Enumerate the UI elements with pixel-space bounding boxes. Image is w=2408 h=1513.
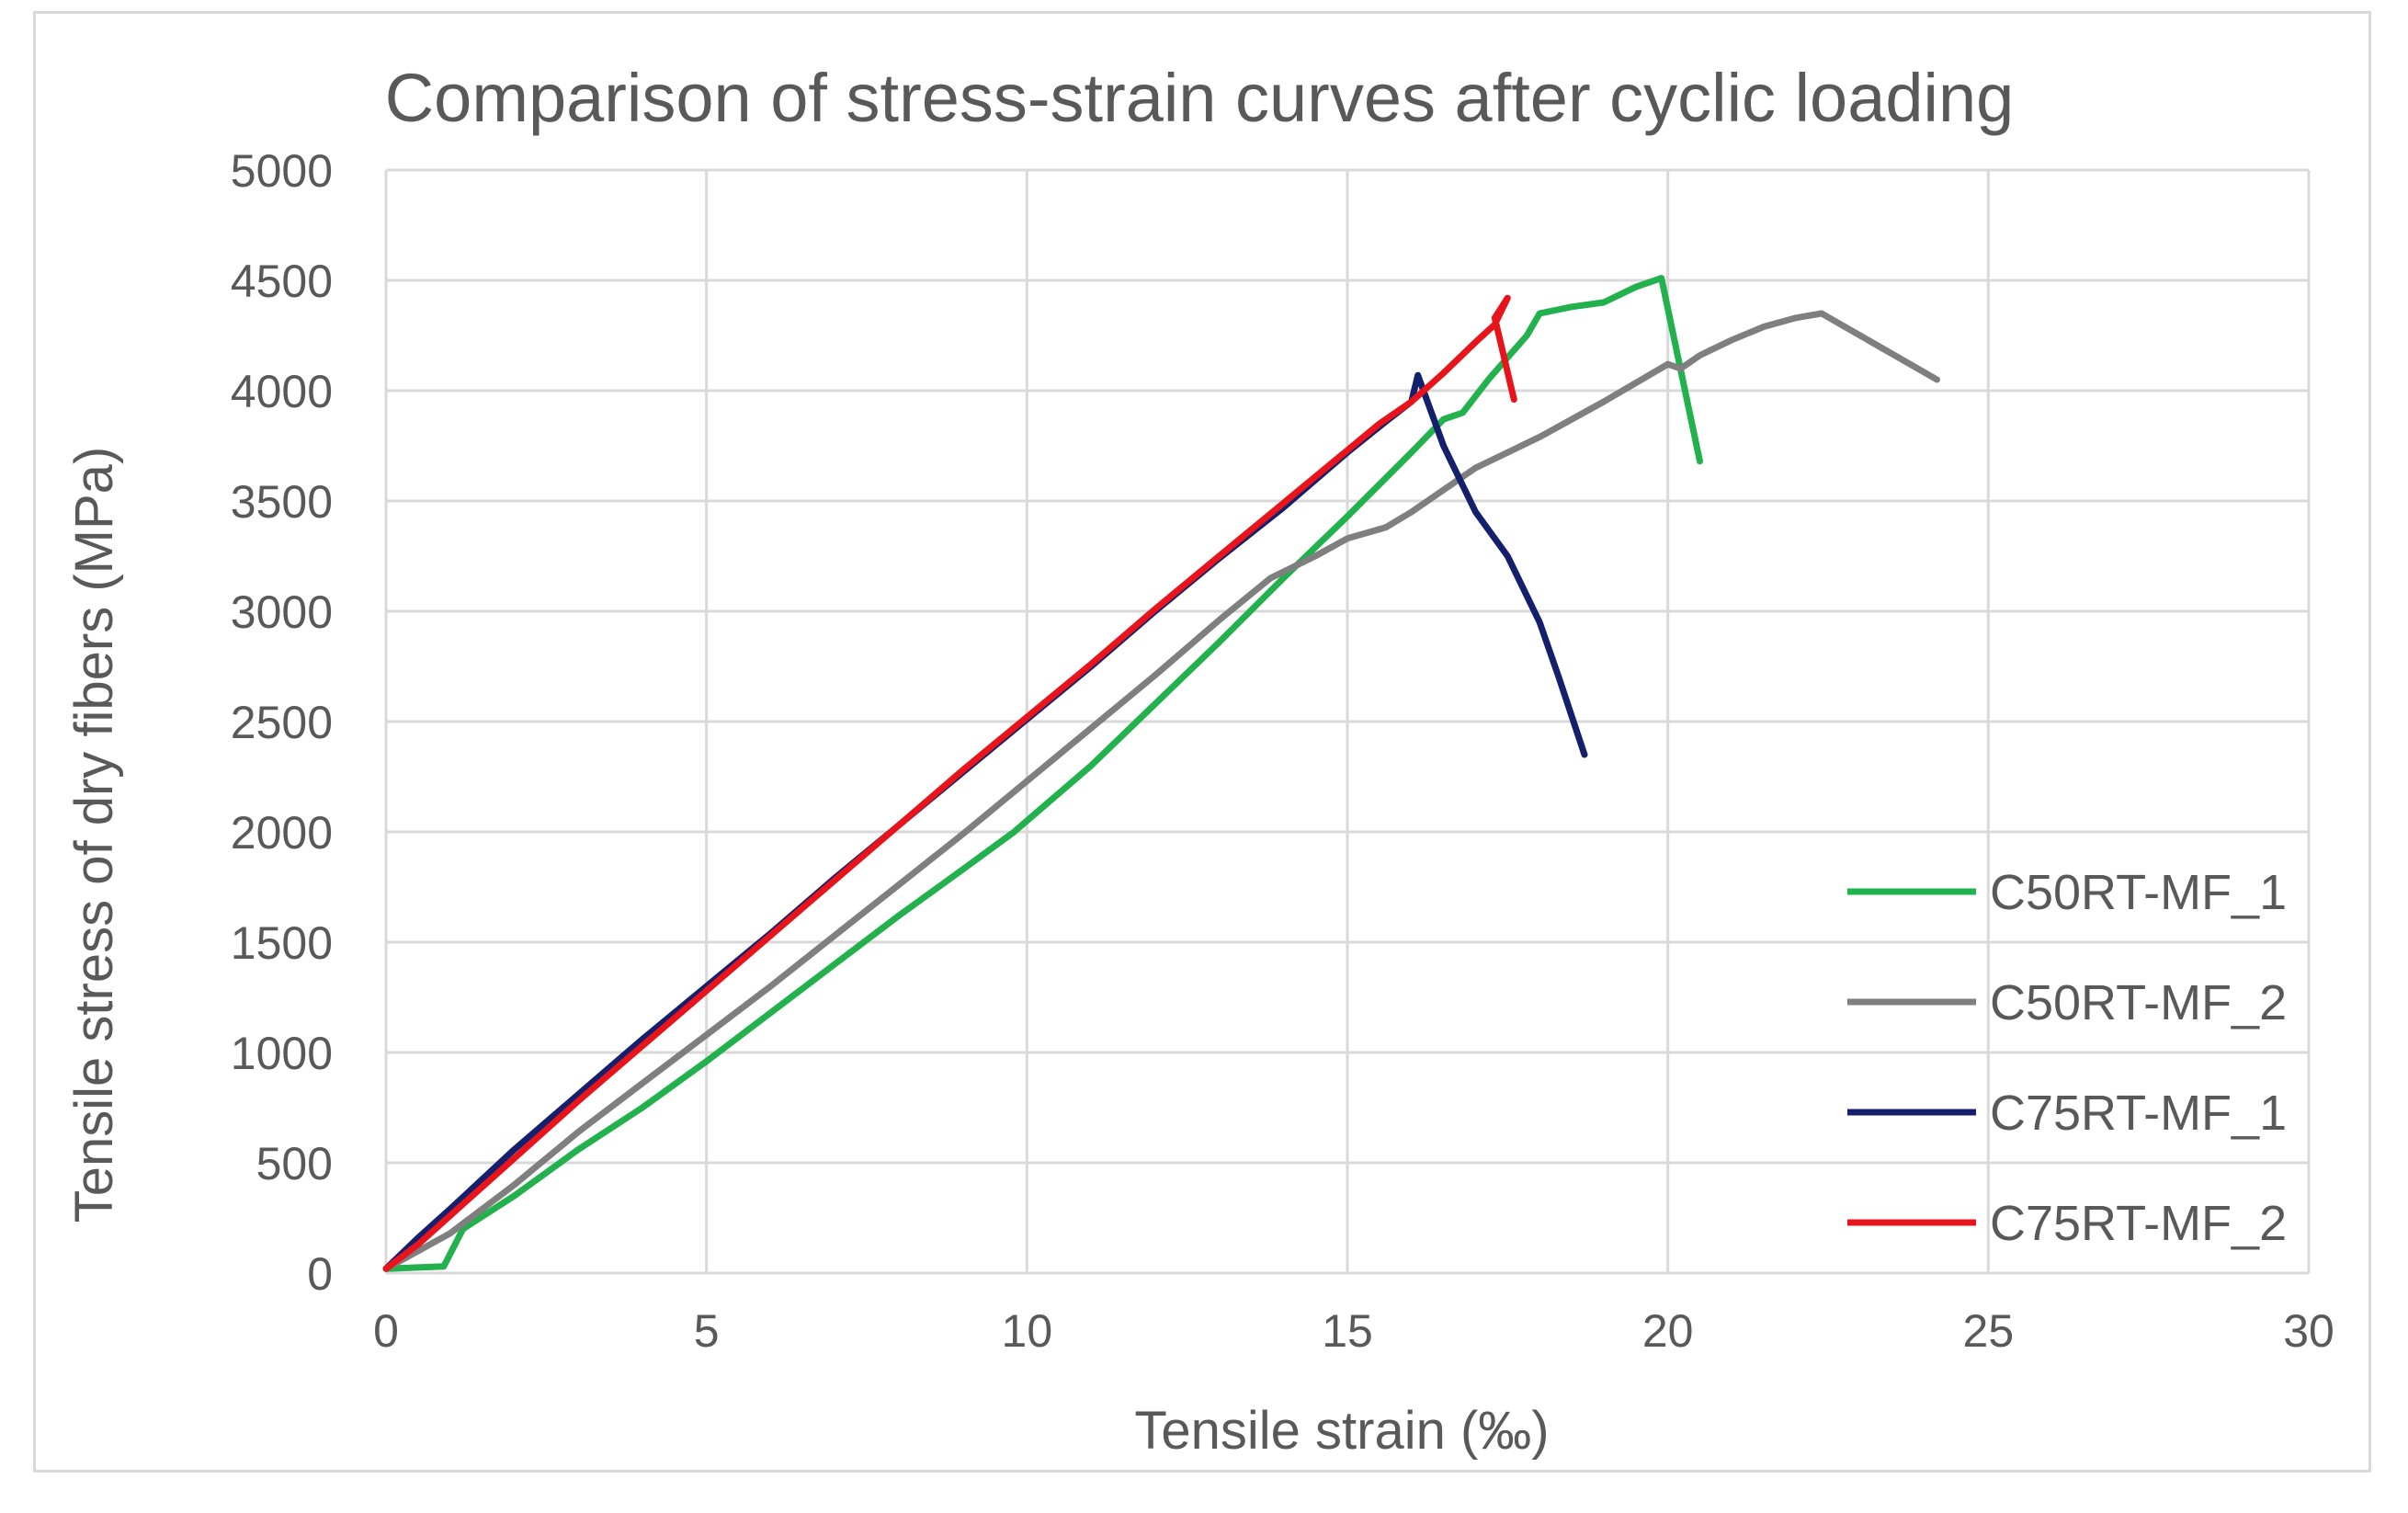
x-tick-label: 0 — [373, 1305, 399, 1357]
y-tick-label: 2000 — [231, 807, 333, 859]
y-tick-label: 4500 — [231, 256, 333, 307]
legend: C50RT-MF_1 C50RT-MF_2 C75RT-MF_1 C75RT-MF_2 — [1847, 865, 2287, 1251]
y-tick-label: 3500 — [231, 476, 333, 528]
y-tick-label: 5000 — [231, 145, 333, 197]
series-line-1 — [382, 275, 1703, 1272]
legend-label: C50RT-MF_2 — [1990, 975, 2287, 1030]
y-tick-label: 1000 — [231, 1028, 333, 1079]
chart-frame — [33, 11, 2371, 1473]
legend-label: C75RT-MF_1 — [1990, 1086, 2287, 1141]
y-tick-label: 4000 — [231, 366, 333, 417]
y-tick-label: 500 — [256, 1138, 333, 1189]
legend-label: C75RT-MF_2 — [1990, 1196, 2287, 1251]
x-axis-label: Tensile strain (‰) — [1134, 1401, 1549, 1461]
x-axis-ticks: 0 5 10 15 20 25 30 — [373, 1305, 2334, 1357]
y-tick-label: 3000 — [231, 586, 333, 638]
x-tick-label: 10 — [1002, 1305, 1053, 1357]
x-tick-label: 30 — [2283, 1305, 2334, 1357]
chart-title: Comparison of stress-strain curves after… — [385, 60, 2015, 136]
series-lines — [382, 275, 1940, 1272]
x-tick-label: 20 — [1642, 1305, 1694, 1357]
x-tick-label: 5 — [694, 1305, 720, 1357]
y-axis-label: Tensile stress of dry fibers (MPa) — [64, 447, 124, 1223]
legend-label: C50RT-MF_1 — [1990, 865, 2287, 920]
series-line-2 — [382, 310, 1940, 1272]
y-tick-label: 2500 — [231, 697, 333, 748]
y-tick-label: 0 — [307, 1248, 333, 1300]
series-line-3 — [382, 371, 1588, 1272]
y-axis-ticks: 0 500 1000 1500 2000 2500 3000 3500 4000 4500 5000 — [231, 145, 333, 1300]
gridlines — [384, 168, 2311, 1275]
y-tick-label: 1500 — [231, 917, 333, 969]
x-tick-label: 15 — [1322, 1305, 1373, 1357]
x-tick-label: 25 — [1963, 1305, 2015, 1357]
series-line-4 — [382, 294, 1517, 1272]
